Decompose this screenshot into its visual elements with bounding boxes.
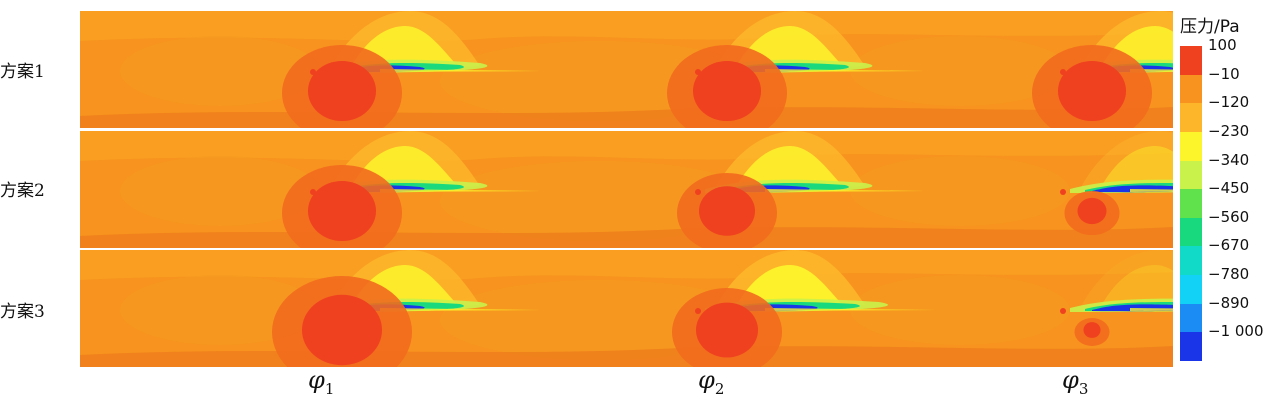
colorbar-segment bbox=[1180, 332, 1202, 362]
colorbar-tick-label: −450 bbox=[1208, 179, 1250, 198]
colorbar-segment bbox=[1180, 131, 1202, 162]
contour-field bbox=[80, 11, 1173, 128]
colorbar-segment bbox=[1180, 103, 1202, 133]
contour-panel-2 bbox=[80, 131, 1173, 248]
contour-field bbox=[80, 250, 1173, 367]
colorbar-segment bbox=[1180, 46, 1202, 76]
colorbar-segment bbox=[1180, 74, 1202, 104]
colorbar-segment bbox=[1180, 275, 1202, 305]
contour-panel-3 bbox=[80, 250, 1173, 367]
colorbar-title: 压力/Pa bbox=[1180, 17, 1240, 37]
row-label-3: 方案3 bbox=[0, 302, 45, 322]
colorbar-tick-label: −560 bbox=[1208, 207, 1250, 226]
contour-field bbox=[80, 131, 1173, 248]
colorbar-tick-label: −1 000 bbox=[1208, 322, 1264, 341]
row-label-2: 方案2 bbox=[0, 181, 45, 201]
colorbar-tick-label: −120 bbox=[1208, 93, 1250, 112]
colorbar-segment bbox=[1180, 160, 1202, 190]
contour-panel-1 bbox=[80, 11, 1173, 128]
colorbar bbox=[1180, 46, 1202, 362]
colorbar-tick-label: 100 bbox=[1208, 36, 1237, 54]
column-label-2: φ2 bbox=[698, 366, 725, 398]
colorbar-segment bbox=[1180, 303, 1202, 333]
colorbar-segment bbox=[1180, 189, 1202, 219]
column-label-3: φ3 bbox=[1062, 366, 1089, 398]
colorbar-tick-label: −670 bbox=[1208, 236, 1250, 255]
colorbar-tick-label: −780 bbox=[1208, 265, 1250, 284]
colorbar-tick-label: −340 bbox=[1208, 150, 1250, 169]
colorbar-tick-label: −890 bbox=[1208, 293, 1250, 312]
colorbar-tick-label: −10 bbox=[1208, 64, 1240, 83]
colorbar-segment bbox=[1180, 246, 1202, 276]
column-label-1: φ1 bbox=[308, 366, 335, 398]
row-label-1: 方案1 bbox=[0, 62, 45, 82]
colorbar-tick-label: −230 bbox=[1208, 121, 1250, 140]
colorbar-segment bbox=[1180, 217, 1202, 247]
